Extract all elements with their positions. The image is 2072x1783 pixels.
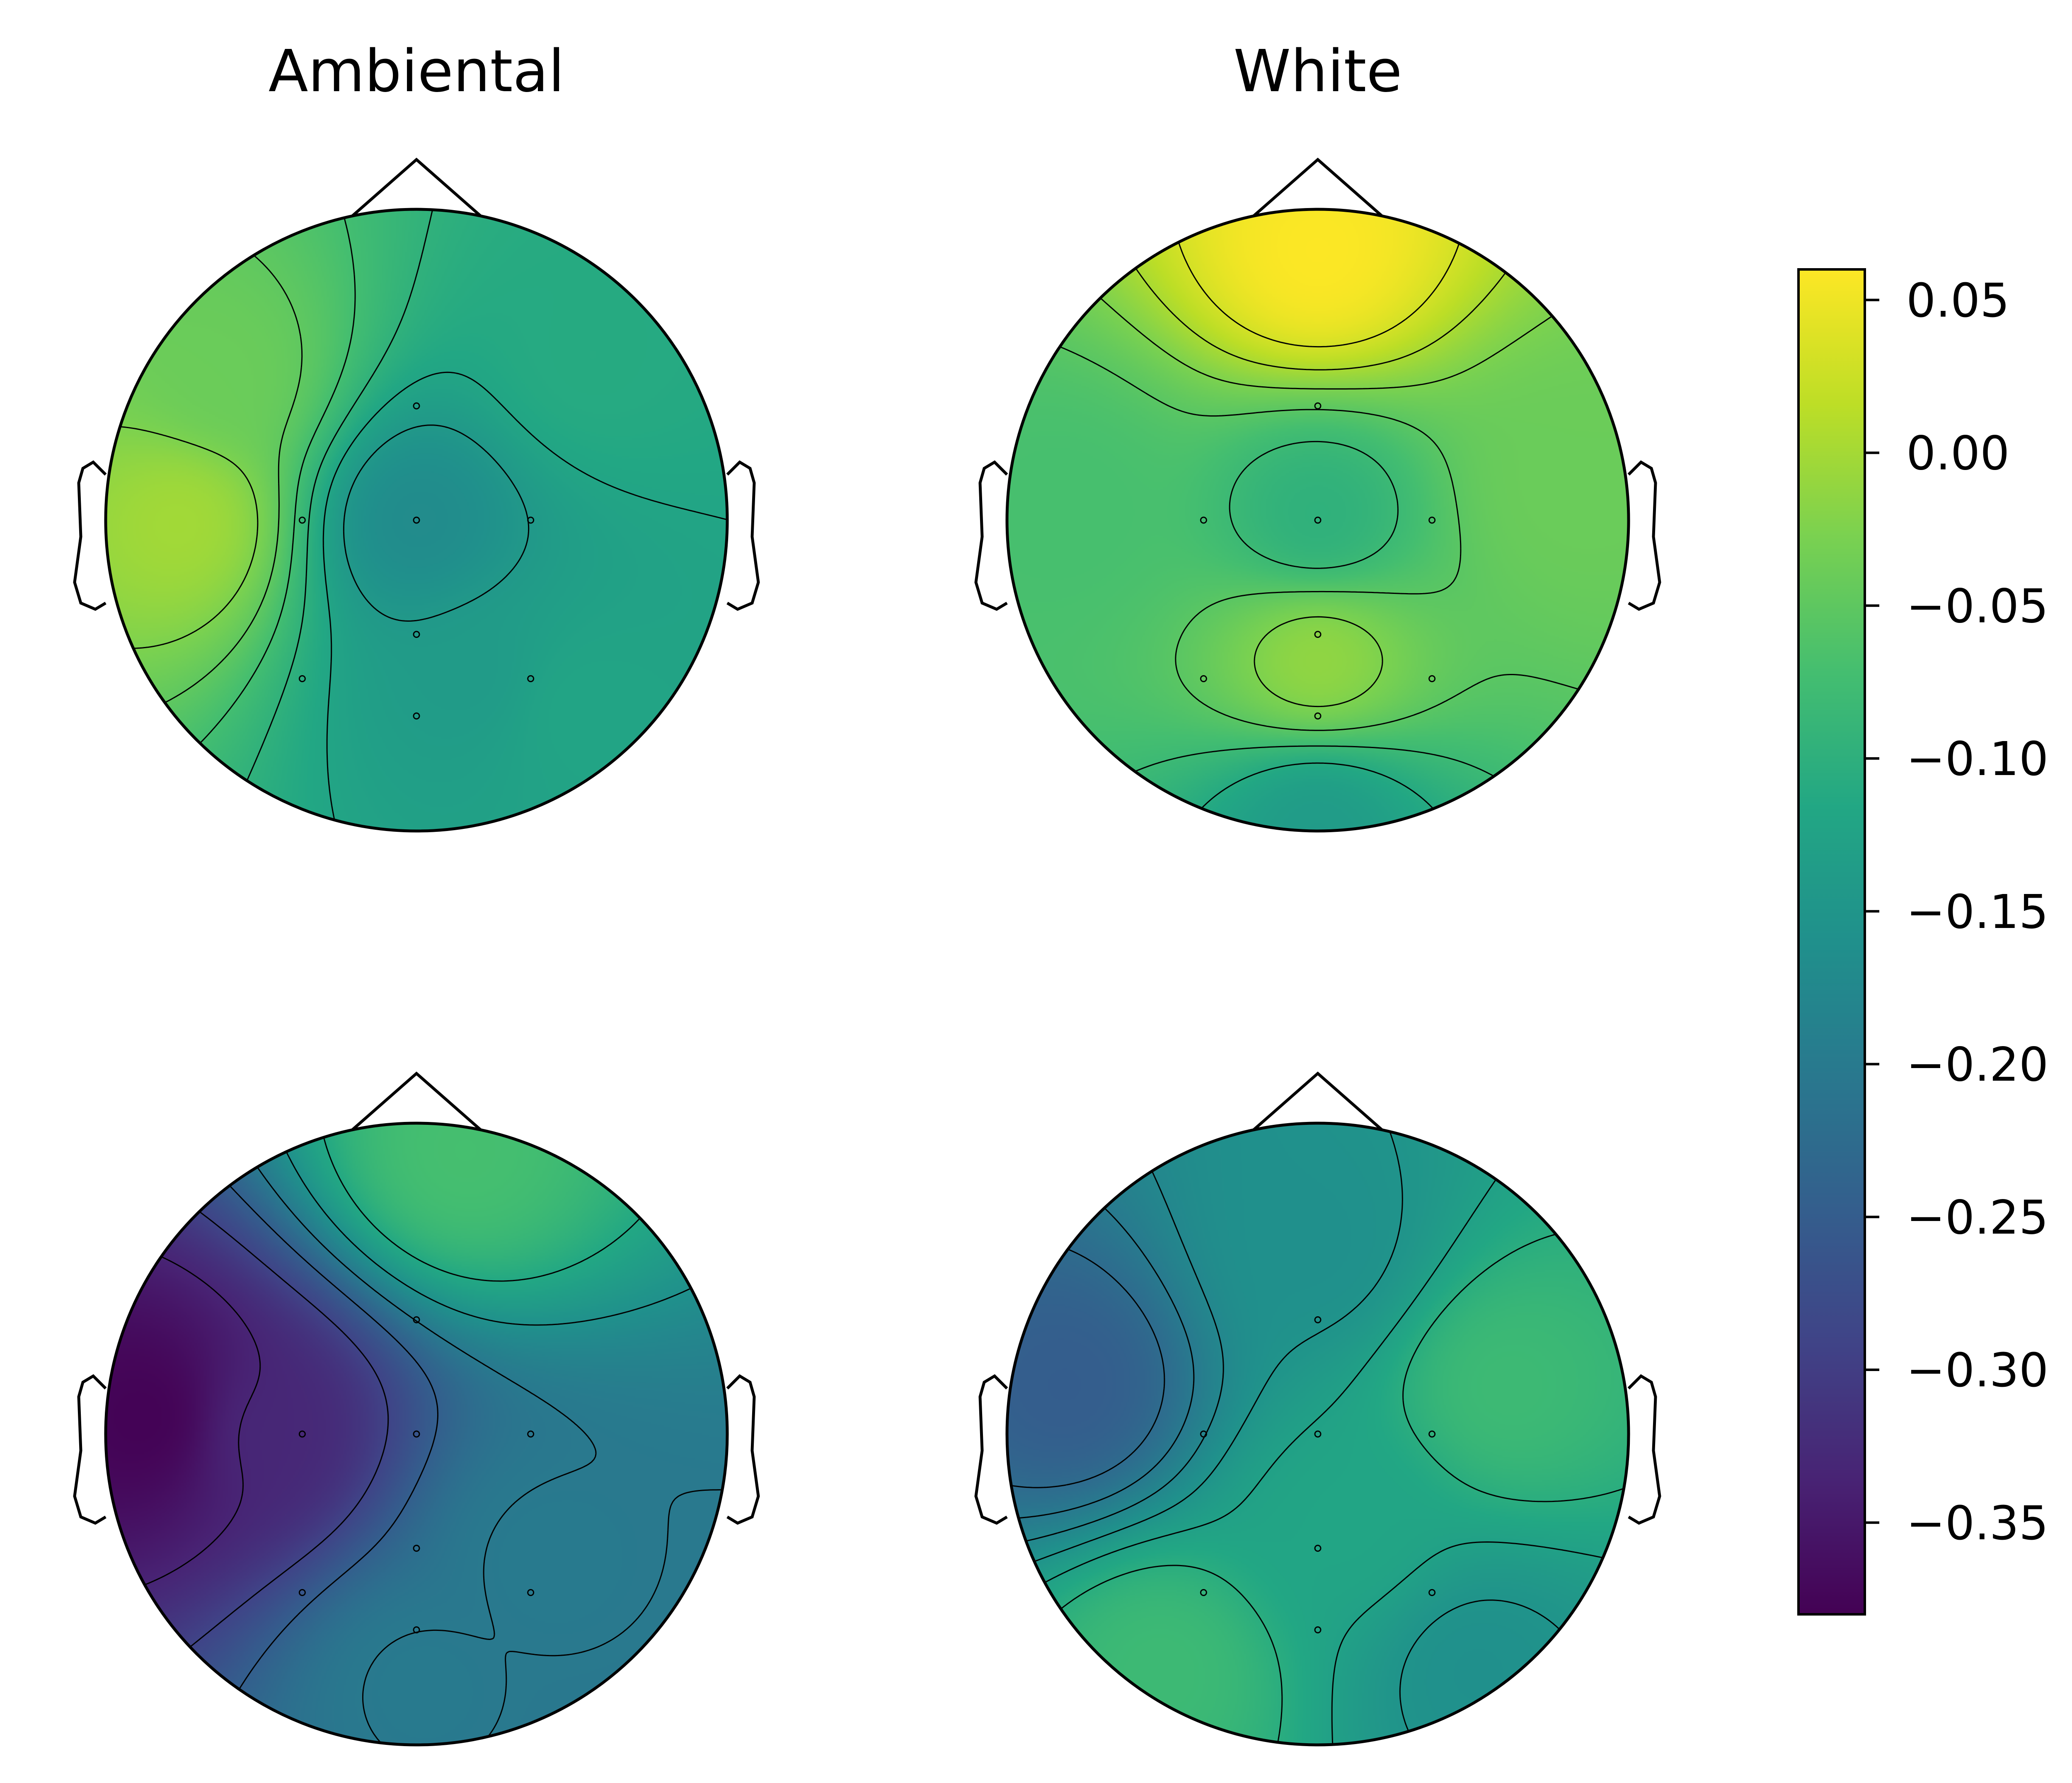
colorbar-tick-label: −0.35 (1906, 1497, 2048, 1550)
topomap-heatmap (1007, 209, 1629, 831)
electrode-marker (1314, 1430, 1322, 1438)
nose-outline (1252, 157, 1383, 217)
electrode-marker (1428, 516, 1436, 524)
colorbar-gradient (1797, 268, 1866, 1616)
topomap-ambiental-bottom (73, 1071, 760, 1747)
head-outline (73, 157, 760, 833)
head-outline (974, 1071, 1661, 1747)
colorbar: 0.05 0.00 −0.05 −0.10 −0.15 −0.20 −0.25 −0.30 −0… (1797, 268, 2048, 1616)
electrode-markers (298, 402, 535, 719)
head-circle (104, 208, 729, 833)
nose-outline (351, 157, 482, 217)
electrode-marker (1200, 675, 1207, 682)
nose-outline (1252, 1071, 1383, 1131)
ear-outline (73, 460, 107, 611)
panel-title-white: White (1233, 38, 1402, 105)
electrode-marker (1314, 516, 1322, 524)
ear-outline (1627, 1374, 1661, 1525)
electrode-marker (1200, 516, 1207, 524)
colorbar-ticks: 0.05 0.00 −0.05 −0.10 −0.15 −0.20 −0.25 −0.30 −0… (1865, 274, 2048, 1550)
ear-outline (726, 1374, 760, 1525)
electrode-marker (413, 516, 420, 524)
colorbar-tick-label: −0.15 (1906, 885, 2048, 939)
electrode-markers (298, 1316, 535, 1633)
head-outline (974, 157, 1661, 833)
colorbar-tick-label: 0.00 (1906, 427, 2009, 481)
electrode-markers (1200, 402, 1436, 719)
electrode-marker (298, 1589, 306, 1596)
electrode-marker (298, 1430, 306, 1438)
topomap-heatmap (106, 1123, 727, 1745)
nose-outline (351, 1071, 482, 1131)
colorbar-tick-label: −0.20 (1906, 1038, 2048, 1092)
electrode-marker (1314, 631, 1322, 638)
electrode-marker (1314, 1626, 1322, 1633)
electrode-marker (1428, 1589, 1436, 1596)
topomap-heatmap (106, 209, 727, 831)
topomap-heatmap (1007, 1123, 1629, 1745)
colorbar-tick-label: −0.30 (1906, 1344, 2048, 1398)
electrode-marker (298, 516, 306, 524)
ear-outline (73, 1374, 107, 1525)
ear-outline (1627, 460, 1661, 611)
colorbar-tick-label: 0.05 (1906, 274, 2009, 328)
electrode-marker (1428, 675, 1436, 682)
electrode-marker (413, 631, 420, 638)
electrode-markers (1200, 1316, 1436, 1633)
ear-outline (726, 460, 760, 611)
colorbar-tick-label: −0.05 (1906, 579, 2048, 633)
electrode-marker (1314, 402, 1322, 409)
electrode-marker (413, 1626, 420, 1633)
electrode-marker (1200, 1430, 1207, 1438)
electrode-marker (1314, 712, 1322, 719)
electrode-marker (1200, 1589, 1207, 1596)
electrode-marker (298, 675, 306, 682)
ear-outline (974, 1374, 1008, 1525)
electrode-marker (527, 1589, 535, 1596)
electrode-marker (413, 1545, 420, 1552)
electrode-marker (413, 1316, 420, 1323)
contour-line (343, 424, 530, 622)
colorbar-tick-label: −0.10 (1906, 732, 2048, 786)
topomap-white-bottom (974, 1071, 1661, 1747)
head-circle (1005, 208, 1630, 833)
electrode-marker (527, 1430, 535, 1438)
panel-title-ambiental: Ambiental (269, 38, 564, 105)
topomap-white-top (974, 157, 1661, 833)
electrode-marker (1428, 1430, 1436, 1438)
head-circle (104, 1122, 729, 1747)
contour-lines (106, 1123, 727, 1745)
colorbar-tick-label: −0.25 (1906, 1191, 2048, 1245)
electrode-marker (527, 675, 535, 682)
electrode-marker (527, 516, 535, 524)
electrode-marker (413, 1430, 420, 1438)
electrode-marker (413, 402, 420, 409)
ear-outline (974, 460, 1008, 611)
head-outline (73, 1071, 760, 1747)
topomap-ambiental-top (73, 157, 760, 833)
electrode-marker (413, 712, 420, 719)
contour-line (322, 371, 727, 831)
electrode-marker (1314, 1545, 1322, 1552)
head-circle (1005, 1122, 1630, 1747)
electrode-marker (1314, 1316, 1322, 1323)
